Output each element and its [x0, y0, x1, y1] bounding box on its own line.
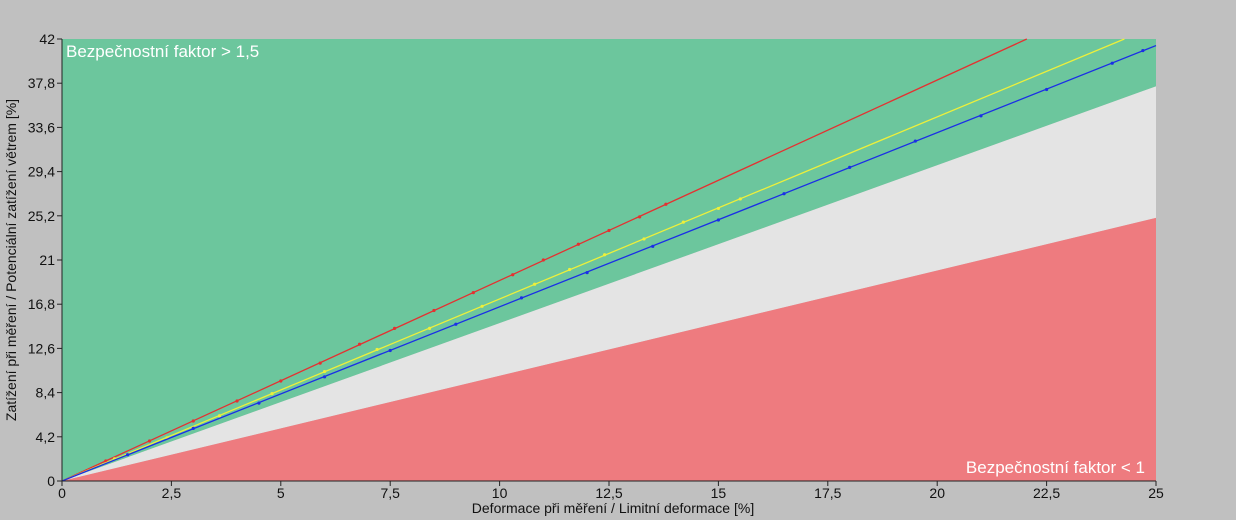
axes: 0 2,5 5 7,5 10 12,5 15 17,5 20 22,5 25 0 4,2 8,4 12,6 1… [28, 31, 1164, 501]
series-2-point [322, 375, 327, 379]
annotation-safety-high: Bezpečnostní faktor > 1,5 [66, 42, 259, 61]
x-tick-label: 2,5 [162, 485, 182, 501]
x-tick-label: 0 [58, 485, 66, 501]
series-0-point [235, 399, 239, 403]
series-2-point [257, 401, 261, 405]
x-tick-label: 25 [1148, 485, 1164, 501]
x-tick-label: 15 [711, 485, 727, 501]
series-1-point [270, 392, 274, 396]
series-1-point [603, 253, 607, 257]
series-1-point [375, 347, 379, 352]
y-tick-label: 21 [39, 252, 55, 268]
series-0-point [191, 419, 195, 423]
series-2-point [1045, 87, 1049, 92]
series-1-point [322, 369, 327, 374]
series-0-point [279, 379, 283, 383]
safety-zone-mid [62, 86, 1156, 481]
series-2-point [191, 426, 195, 430]
series-1-point [480, 304, 484, 308]
series-2-point [1110, 61, 1114, 65]
x-tick-label: 5 [277, 485, 285, 501]
series-1-fit-line [61, 38, 1125, 482]
series-2-point [126, 453, 130, 457]
series-0-point [576, 242, 580, 246]
y-tick-label: 33,6 [28, 119, 55, 135]
series-0-point [147, 439, 152, 443]
x-tick-label: 12,5 [595, 485, 622, 501]
series-0-point [638, 215, 642, 219]
series-2-point [454, 322, 458, 326]
series-2-point [1141, 48, 1145, 53]
series-0-point [541, 258, 545, 262]
series-2-point [979, 114, 983, 118]
y-tick-label: 4,2 [36, 429, 56, 445]
series-0-point [471, 291, 475, 295]
x-tick-label: 22,5 [1033, 485, 1060, 501]
series-2-point [388, 348, 392, 353]
series-1-point [533, 282, 537, 286]
y-tick-label: 25,2 [28, 208, 55, 224]
series-2-point [651, 244, 655, 248]
x-tick-label: 10 [492, 485, 508, 501]
series-1-point [642, 237, 646, 241]
series-2-point [782, 192, 786, 196]
x-tick-label: 7,5 [380, 485, 400, 501]
y-axis-label: Zatížení při měření / Potenciální zatíže… [3, 99, 19, 421]
series-1-point [681, 220, 685, 224]
series-2-point [519, 296, 524, 300]
x-tick-label: 17,5 [814, 485, 841, 501]
series-0-point [607, 228, 611, 233]
series-2-point [585, 271, 589, 275]
series-1-point [738, 197, 742, 201]
plot-area [61, 38, 1157, 482]
series-2-point [716, 218, 721, 222]
series-2-fit-line [61, 44, 1157, 482]
series-0-point [664, 202, 668, 206]
series-0-point [357, 342, 362, 346]
y-tick-label: 37,8 [28, 75, 55, 91]
x-axis-label: Deformace při měření / Limitní deformace… [472, 500, 754, 516]
series-2-point [848, 165, 852, 169]
x-tick-label: 20 [929, 485, 945, 501]
y-tick-label: 0 [47, 473, 55, 489]
series-1-point [217, 414, 222, 418]
series-0-point [392, 326, 397, 331]
series-layer [61, 38, 1157, 482]
y-tick-label: 16,8 [28, 296, 55, 312]
series-2-point [913, 139, 917, 143]
series-1-point [427, 326, 432, 331]
safety-zone-low [62, 217, 1156, 481]
y-tick-label: 42 [39, 31, 55, 47]
series-0-point [318, 361, 322, 365]
safety-zone-high [62, 39, 1156, 481]
annotation-safety-low: Bezpečnostní faktor < 1 [966, 458, 1145, 477]
y-tick-label: 8,4 [36, 385, 56, 401]
y-tick-label: 29,4 [28, 164, 55, 180]
y-tick-label: 12,6 [28, 340, 55, 356]
series-1-point [716, 206, 721, 211]
series-1-point [568, 267, 572, 272]
series-0-point [432, 308, 436, 313]
series-0-point [511, 273, 515, 277]
